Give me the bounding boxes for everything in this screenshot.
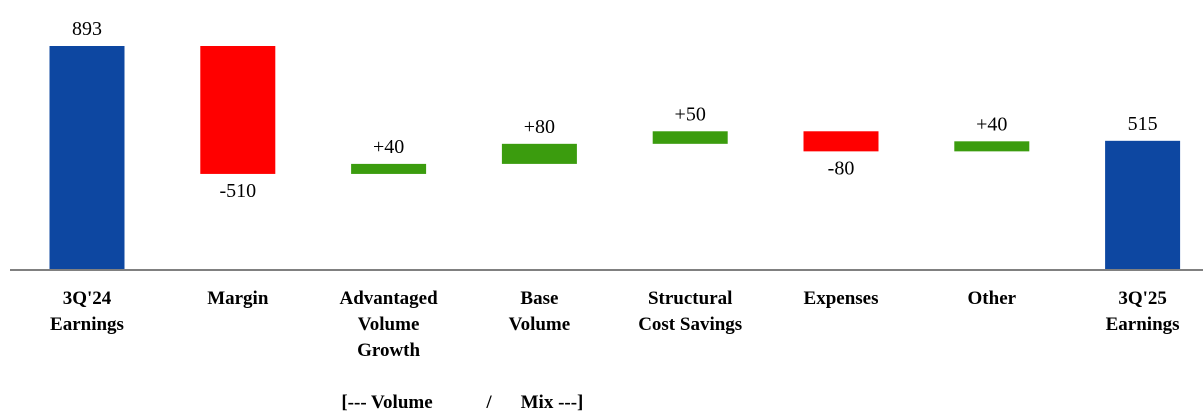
category-label-2-2: Growth — [357, 340, 420, 361]
group-label-left: [--- Volume — [341, 392, 432, 412]
category-label-2-1: Volume — [358, 314, 420, 335]
category-label-0-0: 3Q'24 — [63, 288, 112, 309]
group-label-right: Mix ---] — [521, 392, 584, 412]
category-label-7-0: 3Q'25 — [1118, 288, 1167, 309]
bar-4 — [652, 131, 728, 144]
category-label-5-0: Expenses — [804, 288, 879, 309]
category-label-3-0: Base — [520, 288, 558, 309]
bar-value-label-7: 515 — [1128, 113, 1158, 135]
bar-0 — [49, 46, 125, 270]
bar-5 — [803, 131, 879, 152]
category-label-7-1: Earnings — [1106, 314, 1180, 335]
value-labels-layer: 893 -510 +40 +80 +50 -80 +40 515 — [72, 18, 1158, 202]
group-label-separator: / — [485, 392, 492, 412]
category-label-1-0: Margin — [207, 288, 269, 309]
category-label-3-1: Volume — [509, 314, 571, 335]
bar-value-label-0: 893 — [72, 18, 102, 40]
bar-value-label-5: -80 — [828, 157, 855, 179]
category-label-4-0: Structural — [648, 288, 732, 309]
bar-6 — [954, 141, 1030, 152]
bar-value-label-6: +40 — [976, 113, 1007, 135]
bar-7 — [1105, 140, 1181, 270]
group-label: [--- Volume / Mix ---] — [341, 392, 583, 412]
bar-value-label-4: +50 — [675, 103, 706, 125]
bar-3 — [501, 143, 577, 164]
bar-1 — [200, 46, 276, 174]
category-label-2-0: Advantaged — [340, 288, 439, 309]
category-label-4-1: Cost Savings — [638, 314, 742, 335]
bars-layer — [49, 46, 1181, 270]
category-labels-layer: 3Q'24 Earnings Margin Advantaged Volume Growt… — [50, 288, 1180, 361]
bar-2 — [351, 163, 427, 174]
category-label-6-0: Other — [968, 288, 1017, 309]
bar-value-label-1: -510 — [219, 180, 256, 202]
bar-value-label-2: +40 — [373, 136, 404, 158]
category-label-0-1: Earnings — [50, 314, 124, 335]
bar-value-label-3: +80 — [524, 116, 555, 138]
